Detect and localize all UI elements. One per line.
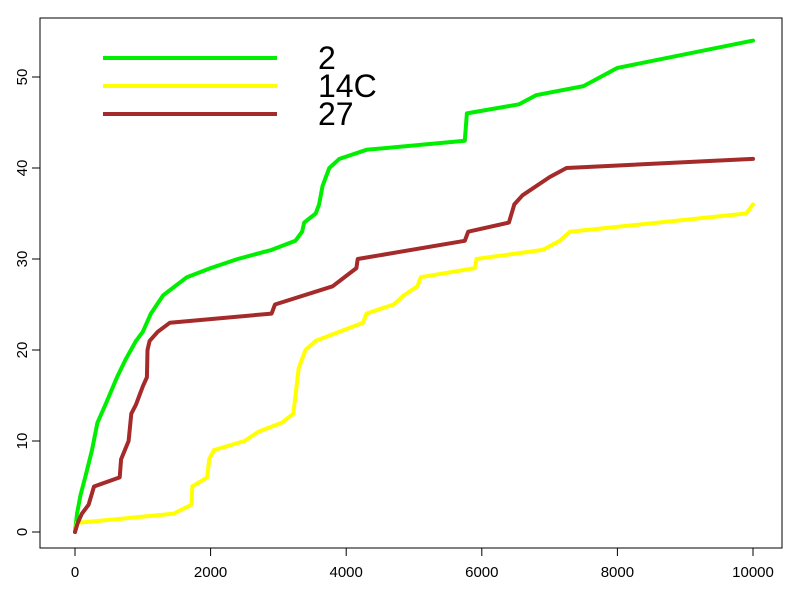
- x-tick-label: 2000: [194, 564, 227, 581]
- x-axis: 0 2000 4000 6000 8000 10000: [71, 547, 774, 581]
- x-tick-label: 6000: [465, 564, 498, 581]
- legend-label-27: 27: [318, 96, 354, 132]
- y-tick-label: 50: [14, 69, 31, 86]
- x-tick-label: 8000: [601, 564, 634, 581]
- x-tick-label: 4000: [330, 564, 363, 581]
- y-tick-label: 30: [14, 251, 31, 268]
- y-tick-label: 40: [14, 160, 31, 177]
- plot-frame: [39, 17, 783, 549]
- y-tick-label: 20: [14, 342, 31, 359]
- y-axis: 0 10 20 30 40 50: [14, 69, 41, 536]
- series-line-2: [73, 38, 755, 534]
- y-tick-label: 10: [14, 433, 31, 450]
- series-layer: [73, 38, 755, 534]
- series-line-14c: [73, 202, 755, 534]
- legend-label-2: 2: [318, 40, 336, 76]
- y-tick-label: 0: [14, 528, 31, 536]
- legend-label-14c: 14C: [318, 68, 377, 104]
- x-tick-label: 0: [71, 564, 79, 581]
- series-line-27: [73, 156, 755, 534]
- x-tick-label: 10000: [732, 564, 774, 581]
